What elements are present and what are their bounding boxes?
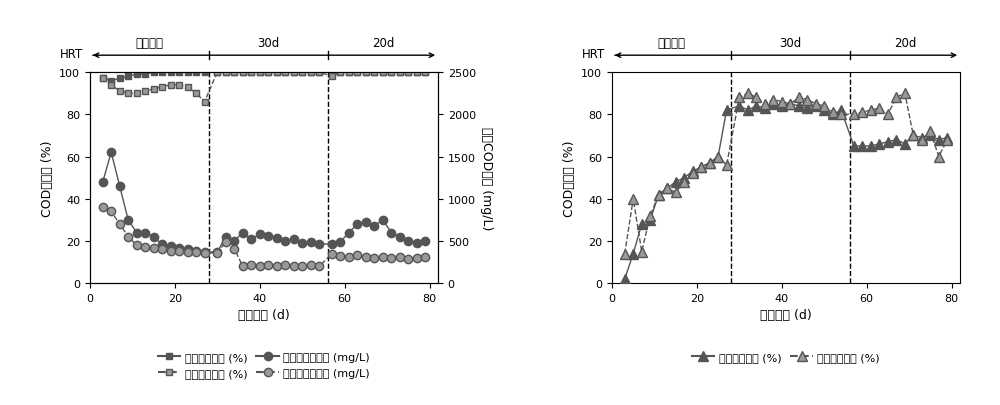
Y-axis label: COD截留率 (%): COD截留率 (%) xyxy=(563,140,576,216)
Text: HRT: HRT xyxy=(582,47,605,60)
X-axis label: 运行时间 (d): 运行时间 (d) xyxy=(760,309,812,322)
Y-axis label: 出水COD浓度 (mg/L): 出水COD浓度 (mg/L) xyxy=(480,127,493,230)
Text: HRT: HRT xyxy=(60,47,83,60)
Text: 20d: 20d xyxy=(372,37,394,50)
Text: 启动阶段: 启动阶段 xyxy=(135,37,163,50)
Legend: 空白组去除率 (%), 加炭组去除率 (%), 空白组出水浓度 (mg/L), 加炭组出水浓度 (mg/L): 空白组去除率 (%), 加炭组去除率 (%), 空白组出水浓度 (mg/L), … xyxy=(154,348,374,382)
X-axis label: 运行时间 (d): 运行时间 (d) xyxy=(238,309,290,322)
Y-axis label: COD去除率 (%): COD去除率 (%) xyxy=(41,140,54,216)
Text: 30d: 30d xyxy=(257,37,279,50)
Text: 20d: 20d xyxy=(894,37,916,50)
Text: 启动阶段: 启动阶段 xyxy=(657,37,685,50)
Text: 30d: 30d xyxy=(779,37,801,50)
Legend: 空白组截留率 (%), 加炭组截留率 (%): 空白组截留率 (%), 加炭组截留率 (%) xyxy=(688,348,884,367)
